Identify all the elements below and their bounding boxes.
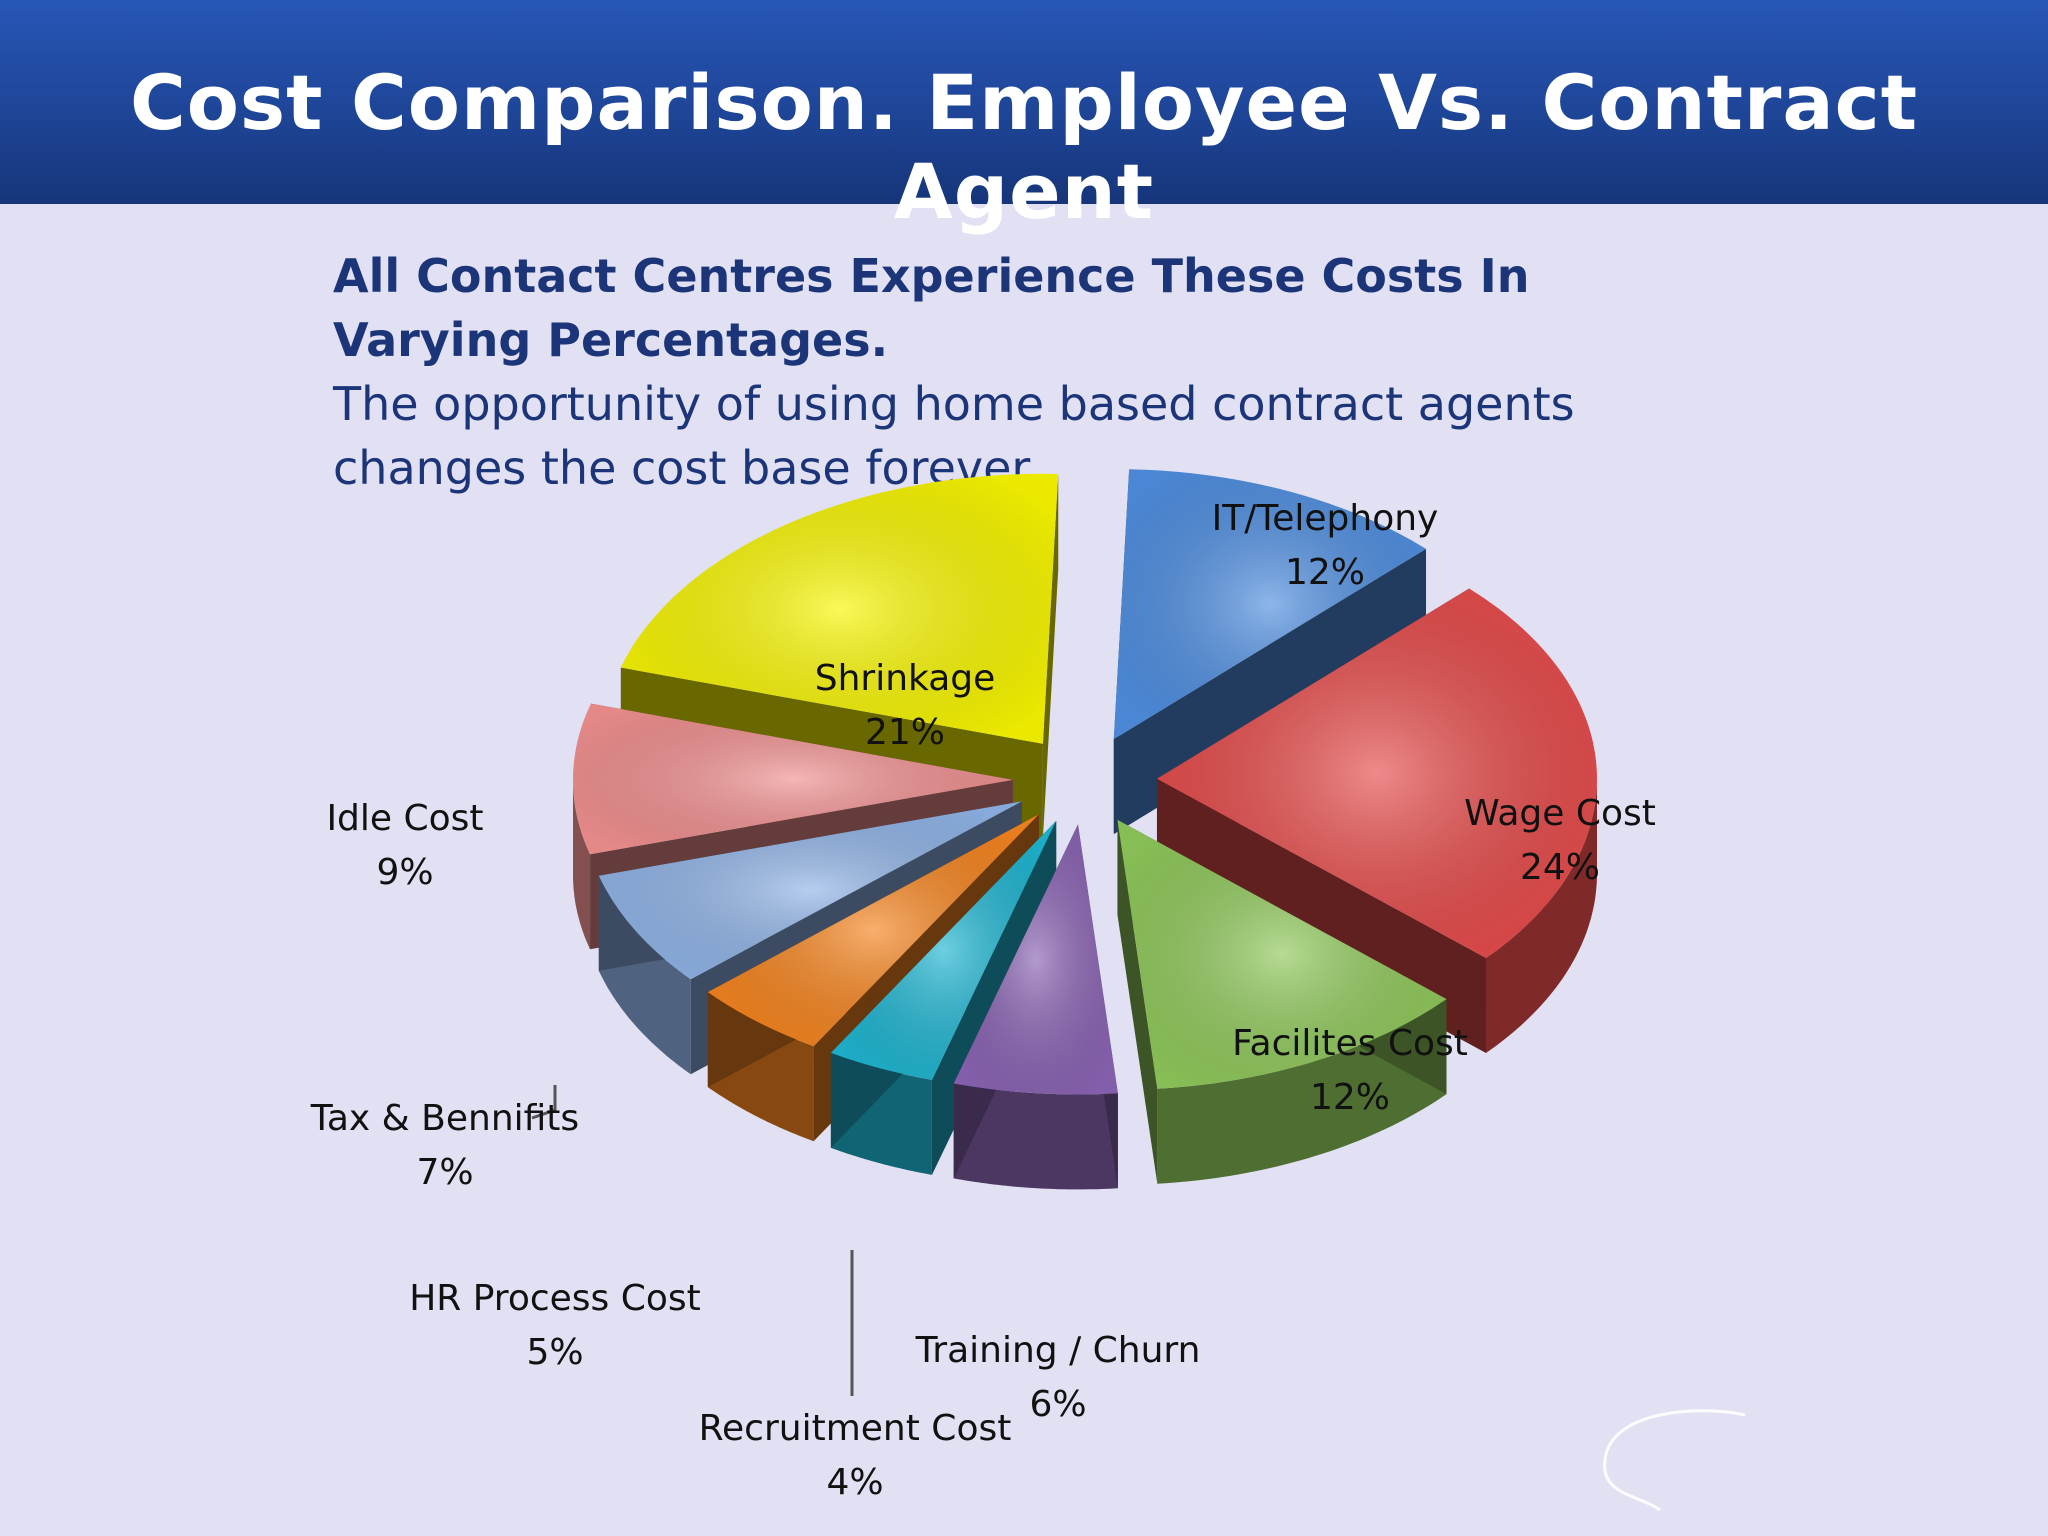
slice-label-0: IT/Telephony (1212, 498, 1439, 539)
slice-cut-end-8 (1042, 473, 1059, 839)
body-text: The opportunity of using home based cont… (333, 372, 1733, 500)
slice-value-label-8: 21% (865, 712, 945, 753)
slice-value-label-2: 12% (1310, 1077, 1390, 1118)
title-bar: Cost Comparison. Employee Vs. Contract A… (0, 0, 2048, 236)
slice-highlight-2 (1117, 819, 1447, 1089)
body-line-1: The opportunity of using home based cont… (333, 377, 1575, 431)
slice-value-label-7: 9% (376, 852, 433, 893)
slice-label-5: HR Process Cost (409, 1278, 701, 1319)
pie-slice-4 (830, 820, 1057, 1175)
subtitle-line-1: All Contact Centres Experience These Cos… (333, 249, 1530, 303)
slice-value-label-0: 12% (1285, 552, 1365, 593)
slice-label-6: Tax & Bennifits (310, 1098, 579, 1139)
slice-labels: IT/Telephony 12% Wage Cost 24% Facilites Cos… (310, 498, 1656, 1503)
slice-label-4: Recruitment Cost (699, 1408, 1012, 1449)
slice-label-7: Idle Cost (326, 798, 483, 839)
pie-slices (573, 469, 1597, 1190)
slide-title: Cost Comparison. Employee Vs. Contract A… (129, 58, 1919, 236)
slice-highlight-5 (707, 814, 1039, 1047)
subtitle-line-2: Varying Percentages. (333, 313, 889, 367)
slice-label-1: Wage Cost (1464, 793, 1656, 834)
slice-value-label-3: 6% (1029, 1384, 1086, 1425)
slice-side-3 (953, 1083, 1118, 1190)
leader-line-6 (531, 1085, 557, 1120)
slice-value-label-5: 5% (526, 1332, 583, 1373)
slice-highlight-0 (1113, 469, 1427, 740)
pie-slice-2 (1117, 819, 1447, 1184)
slice-highlight-4 (830, 820, 1057, 1080)
slice-label-8: Shrinkage (815, 658, 996, 699)
slide-subtitle: All Contact Centres Experience These Cos… (333, 244, 1633, 372)
leader-lines (531, 1085, 854, 1396)
slice-highlight-6 (598, 801, 1022, 980)
slice-label-2: Facilites Cost (1232, 1023, 1468, 1064)
slice-highlight-3 (953, 824, 1118, 1095)
slice-highlight-8 (620, 473, 1059, 744)
slice-value-label-4: 4% (826, 1462, 883, 1503)
slice-side-1 (1486, 778, 1597, 1053)
slice-value-label-6: 7% (416, 1152, 473, 1193)
pie-slice-3 (953, 824, 1118, 1190)
slice-side-7 (573, 779, 590, 950)
slice-highlight-7 (573, 703, 1014, 855)
slice-cut-end-2 (1117, 819, 1158, 1184)
watermark-logo (1603, 1409, 1746, 1512)
slice-label-3: Training / Churn (915, 1330, 1201, 1371)
slice-value-label-1: 24% (1520, 847, 1600, 888)
slice-highlight-1 (1156, 588, 1597, 959)
